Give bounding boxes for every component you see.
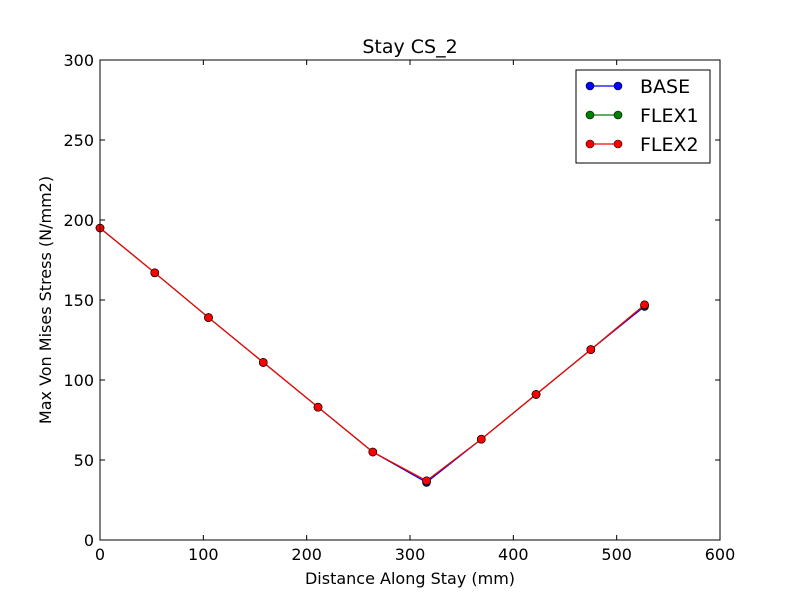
- legend-item: FLEX1: [585, 105, 699, 127]
- x-tick-label: 200: [291, 545, 322, 564]
- x-axis-ticks: 0 100 200 300 400 500 600: [95, 60, 735, 564]
- legend-label: FLEX1: [640, 105, 699, 127]
- y-tick-label: 200: [63, 211, 94, 230]
- legend-label: FLEX2: [640, 134, 699, 156]
- legend-item: FLEX2: [585, 134, 699, 156]
- x-tick-label: 0: [95, 545, 105, 564]
- y-tick-label: 300: [63, 51, 94, 70]
- legend-item: BASE: [585, 76, 690, 98]
- legend-marker: [585, 81, 595, 91]
- legend-marker: [585, 110, 595, 120]
- legend-marker: [585, 139, 595, 149]
- legend-marker: [613, 139, 623, 149]
- data-point: [368, 447, 378, 457]
- y-tick-label: 100: [63, 371, 94, 390]
- y-tick-label: 150: [63, 291, 94, 310]
- plot-frame: [99, 59, 721, 541]
- legend-marker: [613, 110, 623, 120]
- y-axis-ticks: 0 50 100 150 200 250 300: [63, 51, 720, 550]
- y-tick-label: 50: [74, 451, 94, 470]
- legend-label: BASE: [640, 76, 690, 98]
- data-point: [150, 268, 160, 278]
- legend: BASE FLEX1 FLEX2: [575, 69, 711, 164]
- x-tick-label: 500: [601, 545, 632, 564]
- chart-title: Stay CS_2: [362, 36, 457, 58]
- data-point: [313, 402, 323, 412]
- y-tick-label: 0: [84, 531, 94, 550]
- y-tick-label: 250: [63, 131, 94, 150]
- x-tick-label: 100: [188, 545, 219, 564]
- data-point: [204, 313, 213, 322]
- legend-marker: [613, 81, 623, 91]
- data-point: [258, 358, 268, 367]
- y-axis-title: Max Von Mises Stress (N/mm2): [36, 176, 55, 424]
- data-point: [476, 434, 486, 444]
- x-tick-label: 600: [705, 545, 736, 564]
- data-point: [640, 300, 649, 310]
- data-point: [586, 345, 596, 354]
- x-axis-title: Distance Along Stay (mm): [305, 569, 515, 588]
- x-tick-label: 400: [498, 545, 529, 564]
- data-point: [531, 390, 541, 399]
- x-tick-label: 300: [395, 545, 426, 564]
- data-point: [422, 476, 431, 486]
